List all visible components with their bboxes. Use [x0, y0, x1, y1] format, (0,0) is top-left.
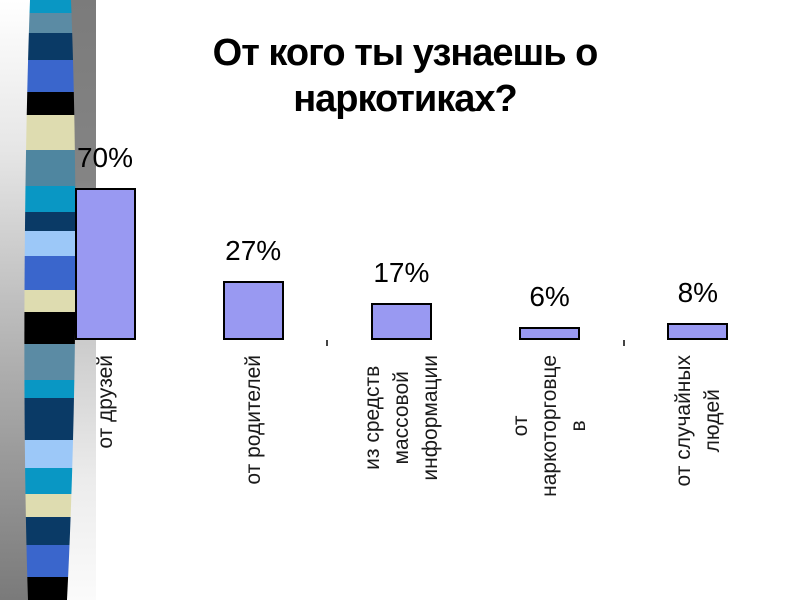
ribbon-stripe	[24, 440, 76, 468]
ribbon-stripe	[24, 256, 76, 290]
ribbon-stripe	[24, 468, 76, 494]
bar	[370, 303, 432, 340]
ribbon-stripe	[24, 212, 76, 231]
ribbon-stripe	[24, 33, 76, 60]
ribbon-stripe	[24, 398, 76, 440]
ribbon-stripe	[24, 92, 76, 115]
bar-value-label: 70%	[76, 142, 134, 174]
ribbon-stripe	[24, 115, 76, 150]
ribbon-stripe	[24, 344, 76, 380]
bar-value-label: 6%	[529, 280, 570, 312]
ribbon-stripe	[24, 290, 76, 312]
ribbon-stripe	[24, 60, 76, 92]
page-title: От кого ты узнаешь о наркотиках?	[212, 32, 599, 120]
bar	[74, 188, 136, 340]
ribbon-stripe	[24, 0, 76, 13]
ribbon-stripe	[24, 494, 76, 517]
bar	[222, 281, 284, 340]
bar-category-label: от родителей	[241, 355, 265, 485]
ribbon-stripe	[24, 150, 76, 186]
ribbon-stripe	[24, 380, 76, 398]
bar-category-label: из средств массовой информации	[360, 355, 442, 481]
axis-tick-mark	[326, 340, 329, 346]
ribbon-stripe	[24, 13, 76, 33]
bar-category-label: от друзей	[93, 355, 117, 449]
bar-category-label: от случайных людей	[671, 355, 724, 487]
bar-value-label: 27%	[225, 235, 282, 267]
bar-value-label: 17%	[373, 257, 430, 289]
bar	[667, 322, 729, 340]
bar-category-label: от наркоторговце в	[509, 355, 591, 497]
ribbon-stripe	[24, 577, 76, 600]
ribbon-stripe	[24, 186, 76, 212]
ribbon-stripe	[24, 312, 76, 344]
axis-tick-mark	[622, 340, 625, 346]
ribbon-stripe	[24, 231, 76, 256]
ribbon-stripe	[24, 545, 76, 577]
bar-value-label: 8%	[677, 276, 719, 308]
ribbon-stripe	[24, 517, 76, 545]
decorative-ribbon	[24, 0, 76, 600]
bar	[519, 326, 581, 340]
